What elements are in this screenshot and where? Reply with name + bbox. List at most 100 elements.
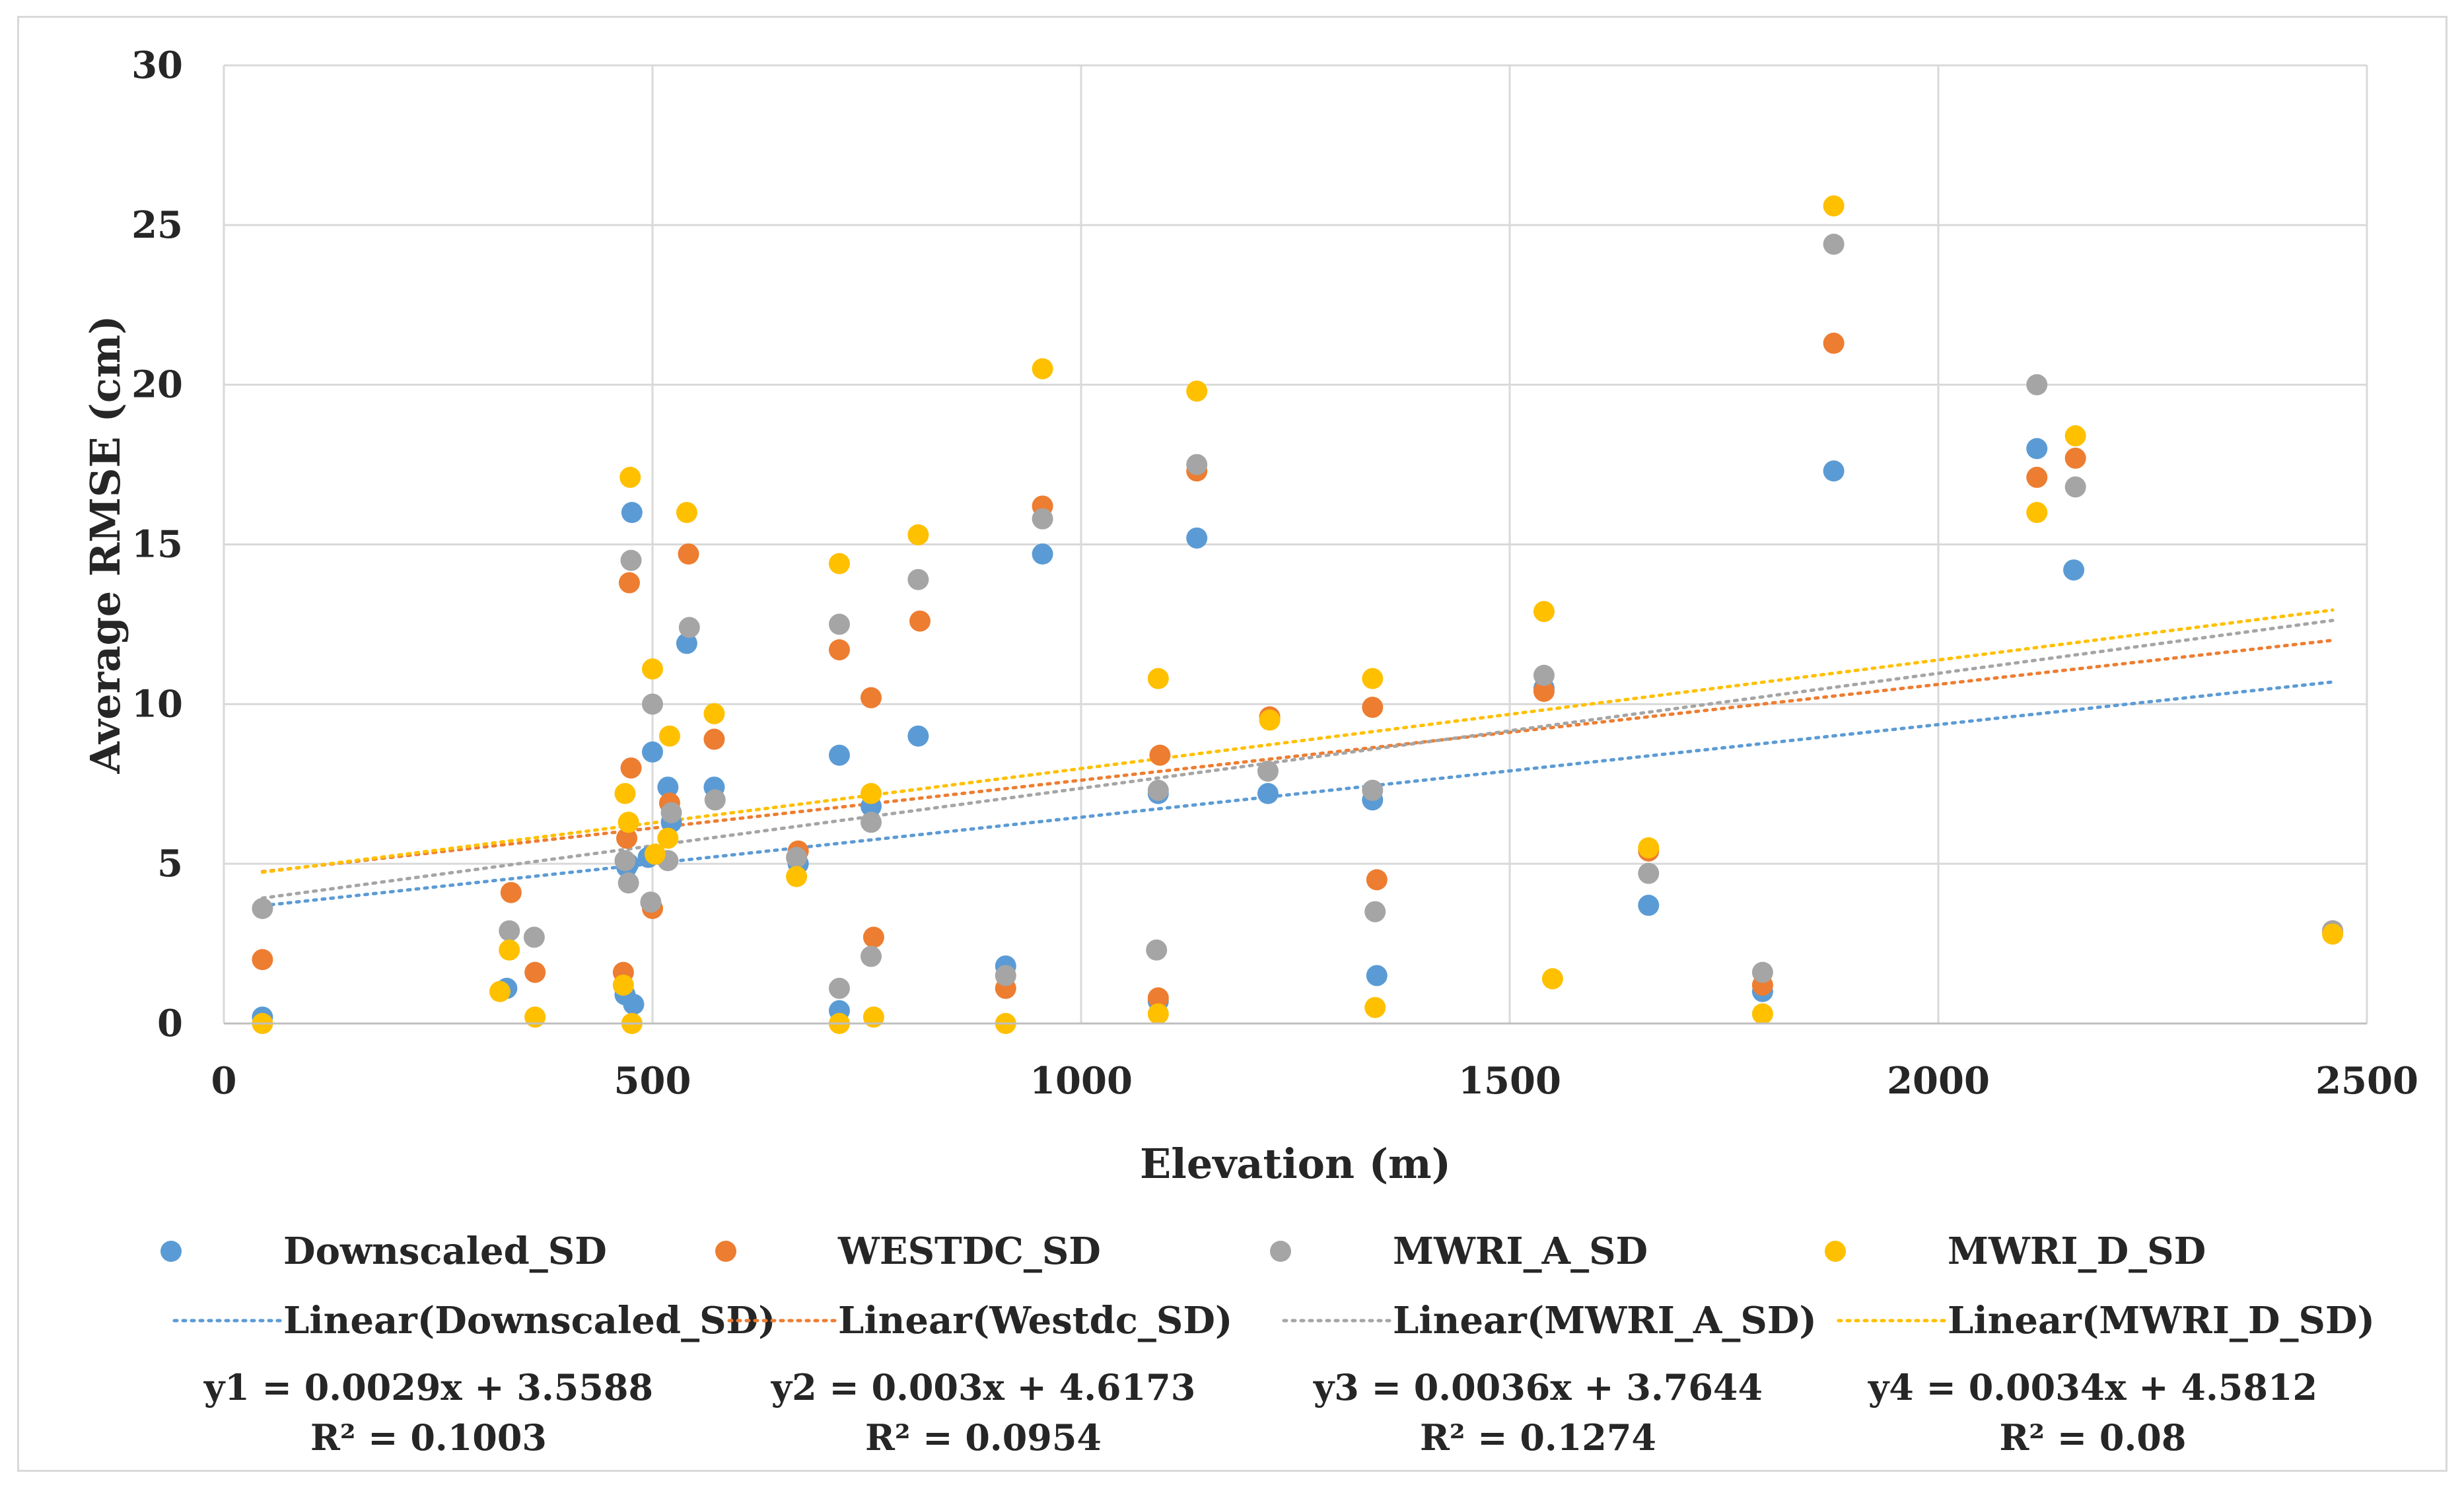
data-point-westdc_sd (678, 543, 699, 565)
data-point-mwri_a_sd (1146, 939, 1168, 961)
legend-marker (1270, 1241, 1291, 1262)
data-point-mwri_a_sd (1147, 779, 1169, 801)
data-point-mwri_a_sd (786, 847, 808, 868)
data-point-mwri_d_sd (1362, 668, 1384, 689)
data-point-mwri_d_sd (1638, 837, 1660, 858)
data-point-downscaled_sd (676, 633, 697, 654)
data-point-mwri_a_sd (828, 977, 850, 999)
legend-label: Downscaled_SD (283, 1229, 607, 1273)
data-point-mwri_a_sd (660, 802, 682, 823)
data-point-downscaled_sd (623, 993, 645, 1015)
data-point-mwri_a_sd (907, 569, 929, 590)
data-point-mwri_d_sd (1032, 358, 1053, 380)
trend-equation: y4 = 0.0034x + 4.5812 (1868, 1366, 2317, 1408)
data-point-mwri_a_sd (1638, 862, 1660, 884)
data-point-mwri_a_sd (1257, 760, 1279, 782)
data-point-mwri_a_sd (614, 850, 636, 872)
data-point-mwri_d_sd (907, 524, 929, 545)
data-point-westdc_sd (862, 926, 884, 948)
data-point-mwri_a_sd (640, 891, 662, 913)
legend-trend-label: Linear(Downscaled_SD) (283, 1299, 776, 1342)
legend-label: MWRI_A_SD (1393, 1229, 1648, 1273)
data-point-mwri_d_sd (1186, 380, 1208, 402)
y-tick-label: 30 (131, 44, 183, 87)
data-point-mwri_a_sd (1823, 233, 1845, 255)
x-tick-label: 1500 (1458, 1059, 1561, 1103)
data-point-downscaled_sd (621, 502, 643, 524)
data-point-downscaled_sd (1823, 460, 1845, 482)
data-point-westdc_sd (909, 610, 931, 632)
trendline-downscaled_sd (260, 680, 2335, 908)
data-point-westdc_sd (703, 728, 725, 750)
grid-layer (223, 64, 2368, 1023)
data-point-mwri_d_sd (2064, 425, 2086, 447)
y-tick-label: 15 (131, 523, 183, 567)
axis-layer: 0 5 10 15 20 25 30 0 500 1000 1500 2000 2500 Elevatio… (81, 44, 2418, 1188)
data-point-downscaled_sd (1257, 782, 1279, 804)
data-point-mwri_d_sd (1259, 709, 1281, 731)
data-point-westdc_sd (618, 572, 640, 594)
data-point-mwri_a_sd (1364, 901, 1386, 922)
trendline-mwri_d_sd (260, 608, 2335, 874)
data-point-downscaled_sd (907, 725, 929, 747)
data-point-downscaled_sd (2063, 559, 2085, 581)
trendline-westdc_sd (260, 639, 2335, 874)
data-point-westdc_sd (2026, 466, 2048, 488)
data-point-mwri_d_sd (1364, 996, 1386, 1018)
data-point-westdc_sd (252, 949, 273, 971)
data-point-downscaled_sd (1366, 965, 1388, 987)
data-point-mwri_d_sd (489, 981, 510, 1002)
data-point-mwri_a_sd (1533, 664, 1555, 686)
data-point-mwri_a_sd (1186, 454, 1208, 475)
x-tick-label: 2000 (1887, 1059, 1990, 1103)
chart-svg: 0 5 10 15 20 25 30 0 500 1000 1500 2000 2500 Elevatio… (81, 44, 2418, 1459)
trend-equation: y2 = 0.003x + 4.6173 (771, 1366, 1196, 1408)
data-point-westdc_sd (1823, 332, 1845, 354)
y-tick-label: 10 (131, 682, 183, 726)
data-point-mwri_d_sd (619, 466, 641, 488)
legend-marker (1825, 1241, 1846, 1262)
data-point-mwri_a_sd (642, 693, 663, 715)
data-point-downscaled_sd (2026, 438, 2048, 460)
data-point-mwri_a_sd (499, 920, 520, 942)
data-point-westdc_sd (1366, 869, 1388, 891)
data-point-westdc_sd (616, 827, 638, 849)
data-point-mwri_d_sd (860, 782, 882, 804)
data-point-downscaled_sd (1186, 527, 1208, 549)
data-point-mwri_d_sd (1751, 1003, 1773, 1025)
data-point-mwri_a_sd (1362, 779, 1384, 801)
data-point-mwri_a_sd (1032, 508, 1053, 530)
data-point-mwri_a_sd (2026, 374, 2048, 396)
legend-trend-label: Linear(MWRI_D_SD) (1948, 1299, 2375, 1342)
data-point-mwri_a_sd (620, 549, 642, 571)
x-tick-label: 2500 (2315, 1059, 2418, 1103)
data-point-mwri_d_sd (658, 725, 680, 747)
data-point-mwri_a_sd (860, 946, 882, 967)
legend-marker (160, 1241, 182, 1262)
data-point-mwri_d_sd (614, 782, 636, 804)
data-point-mwri_d_sd (1541, 968, 1563, 990)
data-point-mwri_a_sd (523, 926, 545, 948)
legend-marker (715, 1241, 736, 1262)
data-point-mwri_d_sd (862, 1006, 884, 1028)
data-point-mwri_a_sd (2064, 476, 2086, 498)
point-layer (252, 195, 2344, 1034)
data-point-mwri_a_sd (678, 617, 700, 639)
y-tick-label: 0 (157, 1002, 183, 1045)
legend-trend-label: Linear(MWRI_A_SD) (1393, 1299, 1817, 1342)
legend-label: WESTDC_SD (837, 1229, 1101, 1273)
data-point-mwri_a_sd (704, 789, 726, 811)
x-tick-label: 0 (211, 1059, 237, 1103)
trend-equation: y1 = 0.0029x + 3.5588 (203, 1366, 653, 1408)
legend-trend-label: Linear(Westdc_SD) (838, 1299, 1232, 1342)
data-point-mwri_a_sd (1751, 961, 1773, 983)
chart-frame: 0 5 10 15 20 25 30 0 500 1000 1500 2000 2500 Elevatio… (17, 16, 2447, 1472)
data-point-mwri_d_sd (499, 939, 520, 961)
data-point-westdc_sd (1149, 744, 1171, 766)
data-point-westdc_sd (2064, 447, 2086, 469)
data-point-westdc_sd (1147, 987, 1169, 1009)
data-point-mwri_d_sd (1147, 1003, 1169, 1025)
data-point-mwri_a_sd (828, 613, 850, 635)
data-point-mwri_d_sd (676, 502, 697, 524)
trend-r-squared: R² = 0.0954 (865, 1416, 1102, 1459)
